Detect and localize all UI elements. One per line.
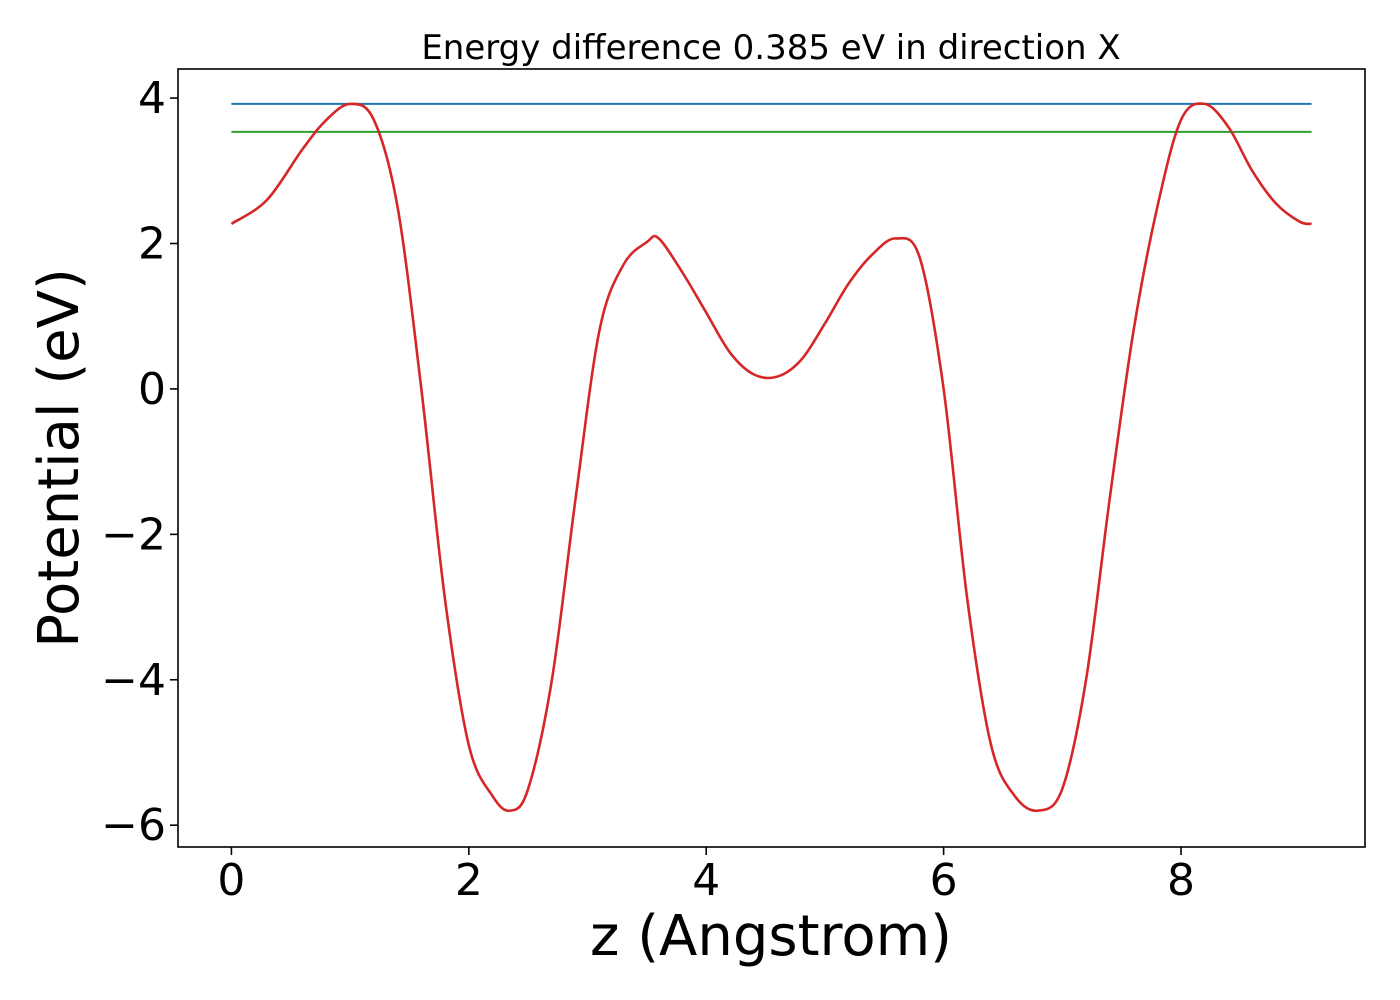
x-axis-label: z (Angstrom) <box>590 904 952 969</box>
y-tick-label: 2 <box>138 219 166 270</box>
plot-lines <box>230 102 1312 813</box>
y-tick-label: −6 <box>101 800 166 851</box>
y-axis-label: Potential (eV) <box>27 268 92 648</box>
y-axis-ticks: −6 −4 −2 0 2 4 <box>101 73 178 851</box>
x-tick-label: 2 <box>455 855 483 906</box>
x-axis-ticks: 0 2 4 6 8 <box>217 847 1195 906</box>
plot-area-frame <box>177 68 1366 848</box>
y-tick-label: −4 <box>101 655 166 706</box>
x-tick-label: 0 <box>217 855 245 906</box>
x-tick-label: 4 <box>692 855 720 906</box>
chart-title: Energy difference 0.385 eV in direction … <box>421 28 1120 68</box>
x-tick-label: 6 <box>930 855 958 906</box>
y-tick-label: 0 <box>138 364 166 415</box>
y-tick-label: −2 <box>101 509 166 560</box>
y-tick-label: 4 <box>138 73 166 124</box>
x-tick-label: 8 <box>1167 855 1195 906</box>
series-line-0 <box>230 102 1312 813</box>
